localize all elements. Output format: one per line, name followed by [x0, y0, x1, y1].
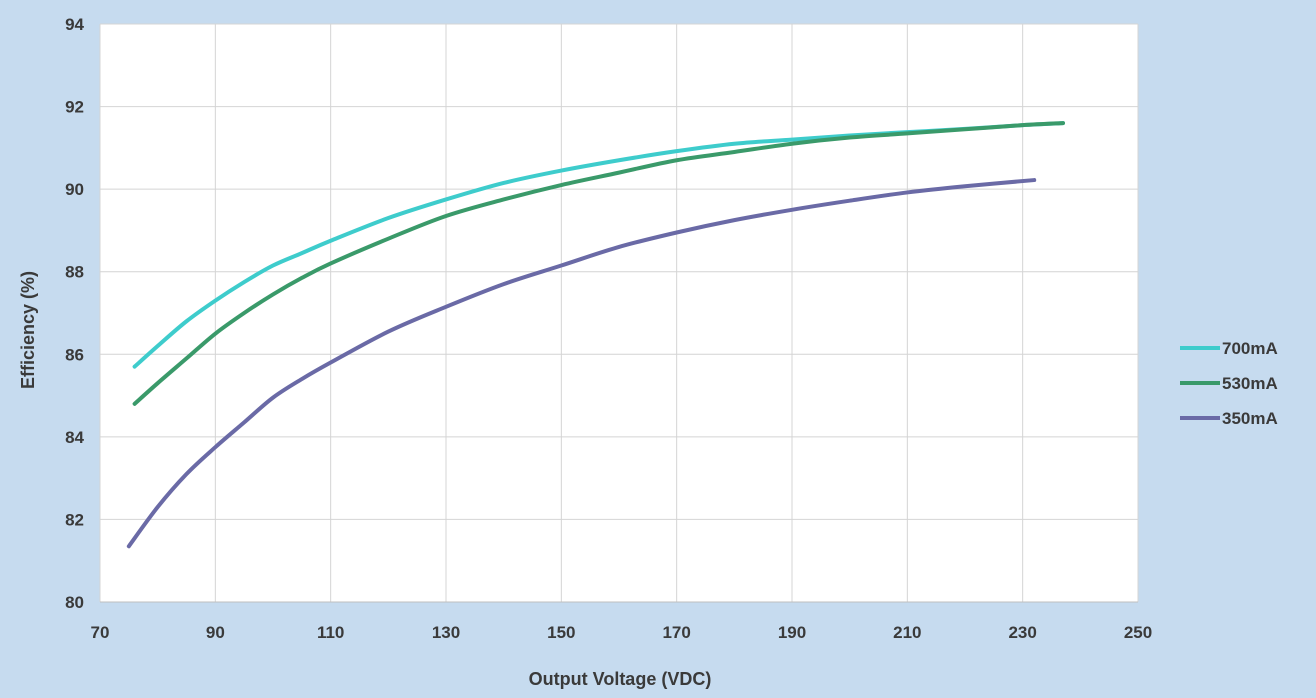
x-tick-label: 110 [317, 623, 344, 642]
y-tick-label: 86 [65, 345, 84, 364]
y-tick-label: 88 [65, 263, 84, 282]
legend-label: 530mA [1222, 374, 1278, 393]
x-tick-label: 250 [1124, 623, 1152, 642]
x-axis-title: Output Voltage (VDC) [529, 669, 712, 689]
y-tick-label: 80 [65, 593, 84, 612]
series-line-350mA [126, 178, 1037, 549]
y-tick-label: 90 [65, 180, 84, 199]
tick-labels: 70 90 110 130 150 170 190 210 230 250 80 82 84 86 88 90… [65, 15, 1152, 642]
x-tick-label: 190 [778, 623, 806, 642]
y-tick-label: 82 [65, 510, 84, 529]
x-tick-label: 130 [432, 623, 460, 642]
x-tick-label: 170 [662, 623, 690, 642]
y-tick-label: 84 [65, 428, 84, 447]
y-tick-label: 92 [65, 98, 84, 117]
legend-label: 350mA [1222, 409, 1278, 428]
x-tick-label: 70 [91, 623, 110, 642]
series-line-530mA [132, 121, 1066, 406]
x-tick-label: 230 [1008, 623, 1036, 642]
grid [99, 23, 1139, 603]
y-axis-title: Efficiency (%) [18, 271, 38, 389]
y-tick-label: 94 [65, 15, 84, 34]
x-tick-label: 150 [547, 623, 575, 642]
plot-area [100, 24, 1138, 602]
legend-label: 700mA [1222, 339, 1278, 358]
series-lines [126, 121, 1066, 549]
x-tick-label: 90 [206, 623, 225, 642]
legend: 700mA 530mA 350mA [1180, 339, 1278, 428]
x-tick-label: 210 [893, 623, 921, 642]
